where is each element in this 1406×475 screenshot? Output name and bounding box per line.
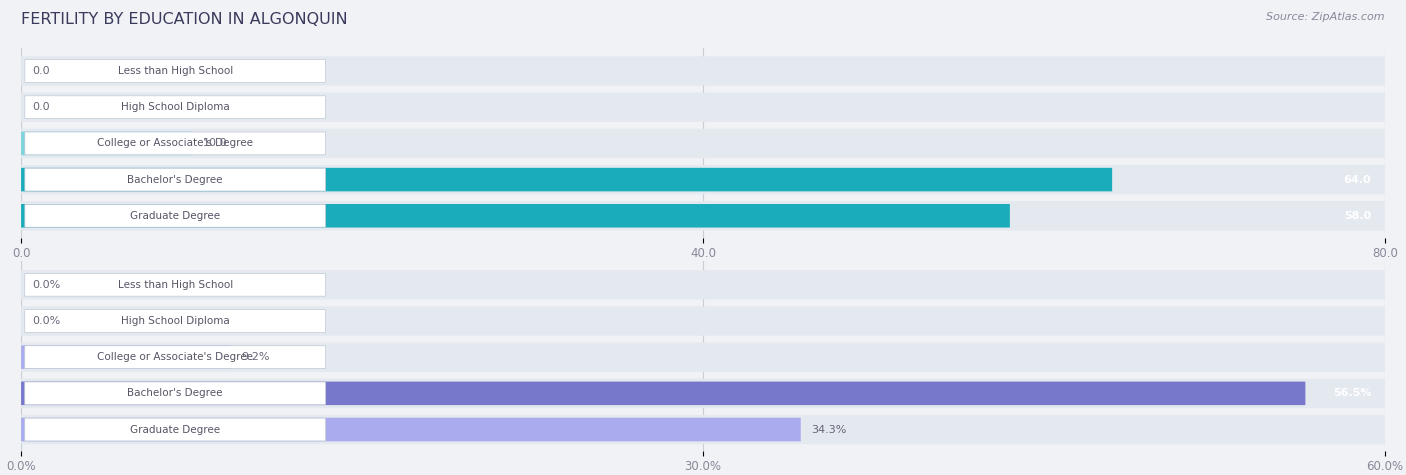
FancyBboxPatch shape [21, 342, 1385, 372]
Text: FERTILITY BY EDUCATION IN ALGONQUIN: FERTILITY BY EDUCATION IN ALGONQUIN [21, 12, 347, 27]
FancyBboxPatch shape [21, 306, 1385, 336]
FancyBboxPatch shape [21, 418, 801, 441]
FancyBboxPatch shape [25, 168, 326, 191]
FancyBboxPatch shape [21, 132, 191, 155]
FancyBboxPatch shape [21, 345, 231, 369]
Text: Less than High School: Less than High School [118, 280, 233, 290]
Text: 0.0: 0.0 [32, 66, 49, 76]
FancyBboxPatch shape [25, 274, 326, 296]
Text: 34.3%: 34.3% [811, 425, 846, 435]
Text: 0.0%: 0.0% [32, 316, 60, 326]
FancyBboxPatch shape [21, 93, 1385, 122]
FancyBboxPatch shape [25, 60, 326, 83]
FancyBboxPatch shape [25, 346, 326, 369]
FancyBboxPatch shape [21, 168, 1112, 191]
FancyBboxPatch shape [21, 129, 1385, 158]
FancyBboxPatch shape [21, 201, 1385, 230]
FancyBboxPatch shape [25, 382, 326, 405]
Text: 0.0: 0.0 [32, 102, 49, 112]
FancyBboxPatch shape [25, 418, 326, 441]
Text: Source: ZipAtlas.com: Source: ZipAtlas.com [1267, 12, 1385, 22]
Text: 64.0: 64.0 [1344, 175, 1371, 185]
Text: High School Diploma: High School Diploma [121, 102, 229, 112]
Text: 0.0%: 0.0% [32, 280, 60, 290]
Text: 9.2%: 9.2% [240, 352, 270, 362]
FancyBboxPatch shape [25, 96, 326, 119]
Text: 56.5%: 56.5% [1333, 389, 1371, 399]
Text: Less than High School: Less than High School [118, 66, 233, 76]
Text: Bachelor's Degree: Bachelor's Degree [128, 389, 224, 399]
FancyBboxPatch shape [21, 381, 1305, 405]
Text: 58.0: 58.0 [1344, 211, 1371, 221]
Text: College or Associate's Degree: College or Associate's Degree [97, 138, 253, 148]
Text: Graduate Degree: Graduate Degree [131, 425, 221, 435]
Text: High School Diploma: High School Diploma [121, 316, 229, 326]
Text: 10.0: 10.0 [202, 138, 228, 148]
Text: Bachelor's Degree: Bachelor's Degree [128, 175, 224, 185]
Text: College or Associate's Degree: College or Associate's Degree [97, 352, 253, 362]
FancyBboxPatch shape [21, 379, 1385, 408]
FancyBboxPatch shape [25, 204, 326, 227]
FancyBboxPatch shape [21, 415, 1385, 444]
FancyBboxPatch shape [21, 57, 1385, 86]
FancyBboxPatch shape [25, 310, 326, 332]
FancyBboxPatch shape [21, 270, 1385, 299]
Text: Graduate Degree: Graduate Degree [131, 211, 221, 221]
FancyBboxPatch shape [21, 165, 1385, 194]
FancyBboxPatch shape [25, 132, 326, 155]
FancyBboxPatch shape [21, 204, 1010, 228]
